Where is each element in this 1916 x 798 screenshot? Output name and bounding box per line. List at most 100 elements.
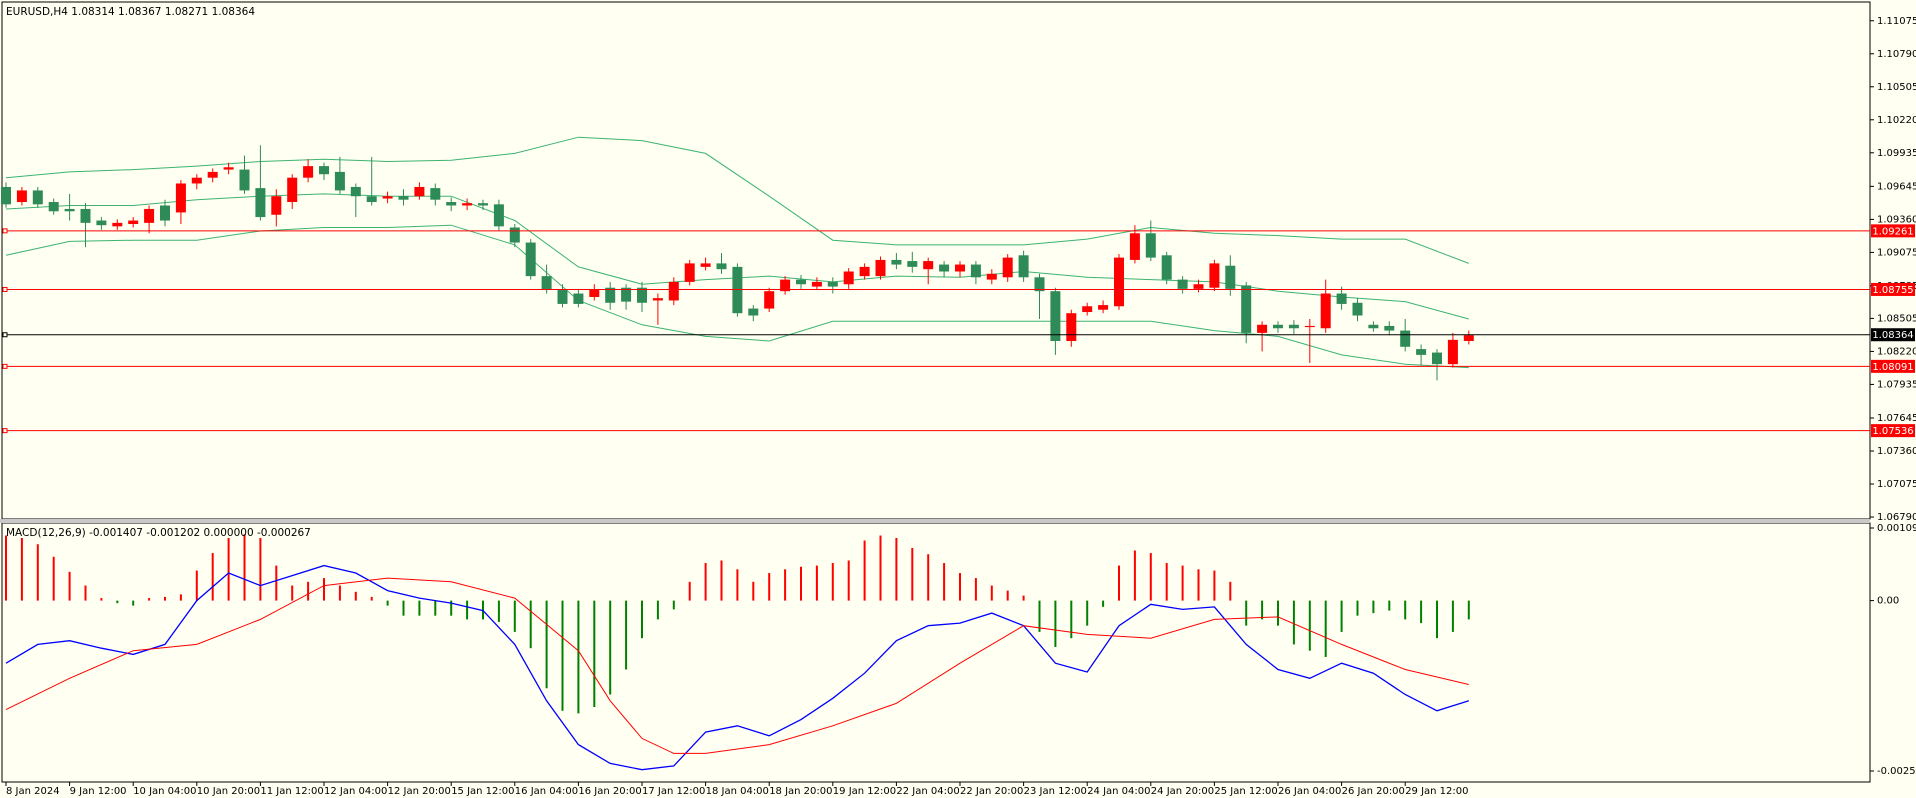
candle-body	[1209, 263, 1220, 288]
candle-body	[652, 298, 663, 301]
x-tick-label: 22 Jan 04:00	[896, 786, 959, 797]
line-anchor	[2, 286, 8, 292]
candle-body	[525, 242, 536, 277]
candle-body	[382, 196, 393, 199]
candle-body	[255, 188, 266, 218]
candle-body	[700, 263, 711, 267]
price-tag	[1871, 424, 1915, 438]
candle-body	[478, 203, 488, 206]
x-tick-label: 9 Jan 12:00	[70, 786, 127, 797]
x-tick-label: 23 Jan 12:00	[1024, 786, 1087, 797]
candle-body	[1066, 313, 1077, 341]
candle-body	[1257, 324, 1268, 333]
line-anchor	[2, 363, 8, 369]
candle-body	[1177, 279, 1188, 289]
y-tick-label: 1.10220	[1877, 115, 1916, 126]
candle-body	[716, 263, 727, 270]
candle-body	[1114, 257, 1124, 307]
candle-body	[1416, 349, 1427, 355]
price-tag-label: 1.09261	[1872, 226, 1913, 237]
x-tick-label: 18 Jan 20:00	[769, 786, 832, 797]
candle-body	[334, 171, 345, 191]
price-tag	[1871, 359, 1915, 373]
candle-body	[16, 190, 27, 203]
candle-body	[1352, 302, 1363, 316]
candle-body	[1241, 285, 1252, 333]
candle-body	[446, 202, 457, 206]
candle-body	[1145, 233, 1156, 258]
y-tick-label: -0.002558	[1877, 766, 1916, 777]
y-tick-label: 1.07645	[1877, 413, 1916, 424]
x-tick-label: 10 Jan 20:00	[197, 786, 260, 797]
candle-body	[303, 166, 314, 178]
candle-body	[939, 264, 950, 272]
candle-body	[1082, 306, 1093, 313]
y-tick-label: 1.09075	[1877, 247, 1916, 258]
candle-body	[1336, 293, 1347, 304]
candle-body	[1273, 324, 1283, 329]
candle-body	[907, 261, 918, 267]
y-tick-label: 1.07360	[1877, 446, 1916, 457]
candle-body	[191, 177, 202, 184]
y-tick-label: 1.10790	[1877, 49, 1916, 60]
x-tick-label: 12 Jan 04:00	[324, 786, 387, 797]
candle-body	[891, 259, 902, 265]
candle-body	[955, 264, 965, 272]
price-tag-label: 1.08364	[1872, 330, 1913, 341]
x-tick-label: 29 Jan 12:00	[1405, 786, 1468, 797]
x-tick-label: 24 Jan 04:00	[1087, 786, 1150, 797]
bollinger-band	[5, 224, 1469, 369]
x-tick-label: 18 Jan 04:00	[706, 786, 769, 797]
candle-body	[621, 287, 632, 302]
candle-body	[843, 271, 854, 285]
candle-body	[1463, 335, 1474, 341]
candle-body	[430, 188, 441, 200]
candle-body	[112, 222, 123, 227]
candle-body	[605, 287, 616, 303]
candle-body	[1225, 265, 1236, 289]
candle-body	[684, 263, 695, 282]
candle-body	[239, 169, 250, 191]
signal-line	[5, 577, 1469, 754]
x-tick-label: 26 Jan 20:00	[1342, 786, 1405, 797]
price-tag-label: 1.07536	[1872, 426, 1913, 437]
candle-body	[32, 190, 43, 205]
candle-body	[160, 205, 170, 221]
candle-body	[637, 287, 647, 303]
price-tag-label: 1.08755	[1872, 285, 1913, 296]
candle-body	[1034, 277, 1045, 292]
x-tick-label: 12 Jan 20:00	[388, 786, 451, 797]
candle-body	[414, 186, 425, 197]
candle-body	[1368, 324, 1379, 329]
candle-body	[1320, 293, 1331, 329]
candle-body	[271, 196, 282, 215]
candle-body	[1288, 324, 1299, 329]
line-anchor	[2, 228, 8, 234]
y-tick-label: 0.00109	[1877, 523, 1916, 534]
candle-body	[128, 220, 139, 225]
candle-body	[859, 266, 870, 277]
candle-body	[796, 279, 806, 285]
candle-body	[541, 276, 552, 291]
price-tag	[1871, 224, 1915, 238]
candle-body	[668, 281, 679, 301]
x-tick-label: 16 Jan 20:00	[578, 786, 641, 797]
candle-body	[573, 293, 584, 304]
candle-body	[223, 167, 234, 170]
bollinger-band	[5, 136, 1469, 264]
candle-body	[96, 220, 107, 226]
candle-body	[748, 308, 759, 316]
x-tick-label: 11 Jan 12:00	[260, 786, 323, 797]
candle-body	[1193, 284, 1204, 289]
candle-body	[287, 177, 298, 203]
candle-body	[48, 202, 59, 212]
candle-body	[827, 281, 838, 287]
y-tick-label: 1.06790	[1877, 512, 1916, 523]
candle-body	[1018, 255, 1029, 278]
candle-body	[493, 204, 504, 227]
candle-body	[986, 273, 997, 280]
candle-body	[732, 266, 743, 314]
price-tag-label: 1.08091	[1872, 362, 1913, 373]
x-tick-label: 16 Jan 04:00	[515, 786, 578, 797]
